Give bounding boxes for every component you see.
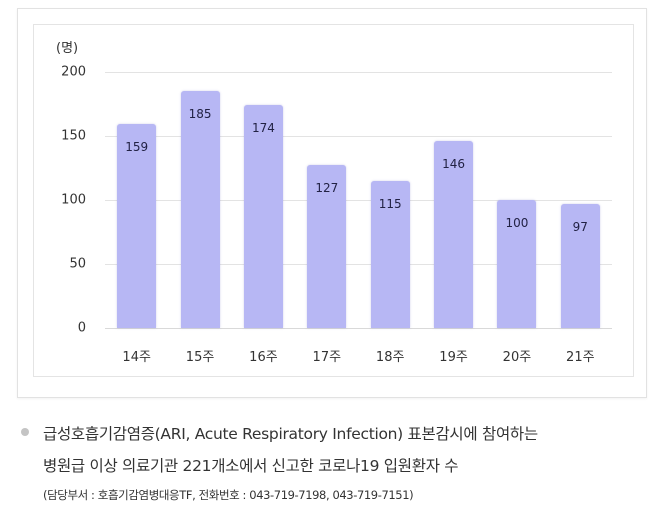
x-tick-label: 18주 xyxy=(375,350,405,365)
y-tick-label: 50 xyxy=(69,256,86,272)
bullet-icon xyxy=(21,428,29,436)
bar-value-label: 185 xyxy=(188,107,212,122)
x-tick-label: 15주 xyxy=(185,350,215,365)
bar-value-label: 159 xyxy=(125,140,149,155)
y-tick-label: 150 xyxy=(61,128,86,144)
x-tick-label: 16주 xyxy=(249,350,278,365)
bar-value-label: 115 xyxy=(378,196,402,211)
bar-value-label: 146 xyxy=(442,157,466,172)
bar-15주: 185 xyxy=(180,91,220,328)
bar-18주: 115 xyxy=(370,180,410,328)
bar-14주: 159 xyxy=(117,124,157,328)
y-tick-label: 100 xyxy=(61,192,86,208)
x-tick-label: 17주 xyxy=(312,350,342,365)
bar-value-label: 127 xyxy=(315,181,339,196)
bar-20주: 100 xyxy=(497,200,537,328)
x-tick-label: 14주 xyxy=(122,350,151,365)
y-tick-label: 200 xyxy=(61,64,86,80)
bar-16주: 174 xyxy=(243,105,283,328)
caption-line-2: 병원급 이상 의료기관 221개소에서 신고한 코로나19 입원환자 수 xyxy=(43,457,459,475)
gridline xyxy=(105,72,612,73)
bar-value-label: 100 xyxy=(505,216,529,230)
caption-contact-line: (담당부서 : 호흡기감염병대응TF, 전화번호 : 043-719-7198,… xyxy=(43,488,414,502)
gridline xyxy=(105,136,612,137)
bar-value-label: 174 xyxy=(251,121,275,136)
x-tick-label: 21주 xyxy=(566,350,595,365)
y-tick-label: 0 xyxy=(77,320,86,336)
x-axis-line xyxy=(105,328,612,329)
bar-value-label: 97 xyxy=(572,219,588,234)
bar-19주: 146 xyxy=(434,141,474,328)
y-axis-unit-label: (명) xyxy=(56,41,79,56)
x-tick-label: 20주 xyxy=(502,350,532,365)
gridline xyxy=(105,264,612,265)
gridline xyxy=(105,200,612,201)
x-tick-label: 19주 xyxy=(439,350,468,365)
bar-21주: 97 xyxy=(560,203,600,328)
bar-17주: 127 xyxy=(307,165,347,328)
caption-line-1: 급성호흡기감염증(ARI, Acute Respiratory Infectio… xyxy=(43,425,538,443)
